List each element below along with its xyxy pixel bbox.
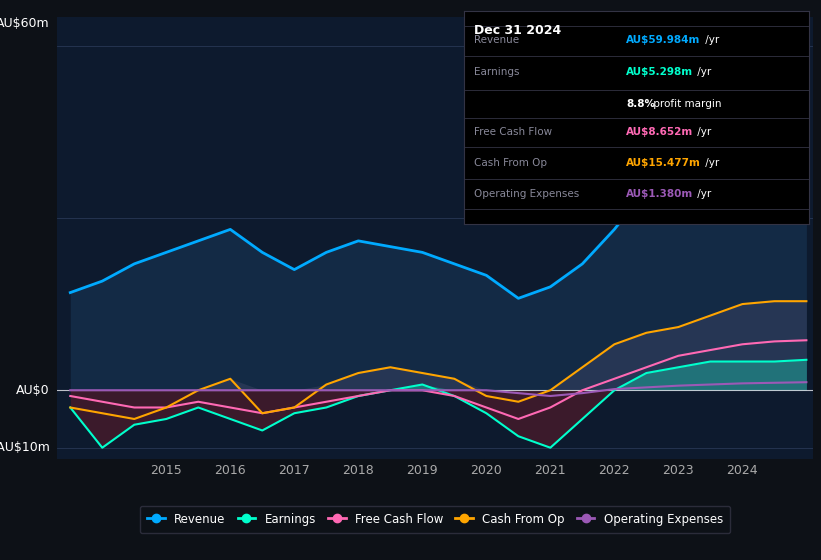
- Text: /yr: /yr: [702, 35, 719, 45]
- Text: /yr: /yr: [695, 67, 712, 77]
- Text: Free Cash Flow: Free Cash Flow: [475, 128, 553, 138]
- Text: Dec 31 2024: Dec 31 2024: [475, 24, 562, 37]
- Text: profit margin: profit margin: [650, 99, 722, 109]
- Text: AU$59.984m: AU$59.984m: [626, 35, 700, 45]
- Text: AU$0: AU$0: [16, 384, 50, 396]
- Text: AU$15.477m: AU$15.477m: [626, 158, 701, 169]
- Text: Operating Expenses: Operating Expenses: [475, 189, 580, 199]
- Text: AU$5.298m: AU$5.298m: [626, 67, 693, 77]
- Text: -AU$10m: -AU$10m: [0, 441, 50, 454]
- Text: AU$60m: AU$60m: [0, 17, 50, 30]
- Text: Revenue: Revenue: [475, 35, 520, 45]
- Text: 8.8%: 8.8%: [626, 99, 655, 109]
- Text: Cash From Op: Cash From Op: [475, 158, 548, 169]
- Text: Earnings: Earnings: [475, 67, 520, 77]
- Text: /yr: /yr: [695, 128, 712, 138]
- Text: /yr: /yr: [702, 158, 719, 169]
- Text: /yr: /yr: [695, 189, 712, 199]
- Text: AU$1.380m: AU$1.380m: [626, 189, 693, 199]
- Legend: Revenue, Earnings, Free Cash Flow, Cash From Op, Operating Expenses: Revenue, Earnings, Free Cash Flow, Cash …: [140, 506, 730, 533]
- Text: AU$8.652m: AU$8.652m: [626, 128, 693, 138]
